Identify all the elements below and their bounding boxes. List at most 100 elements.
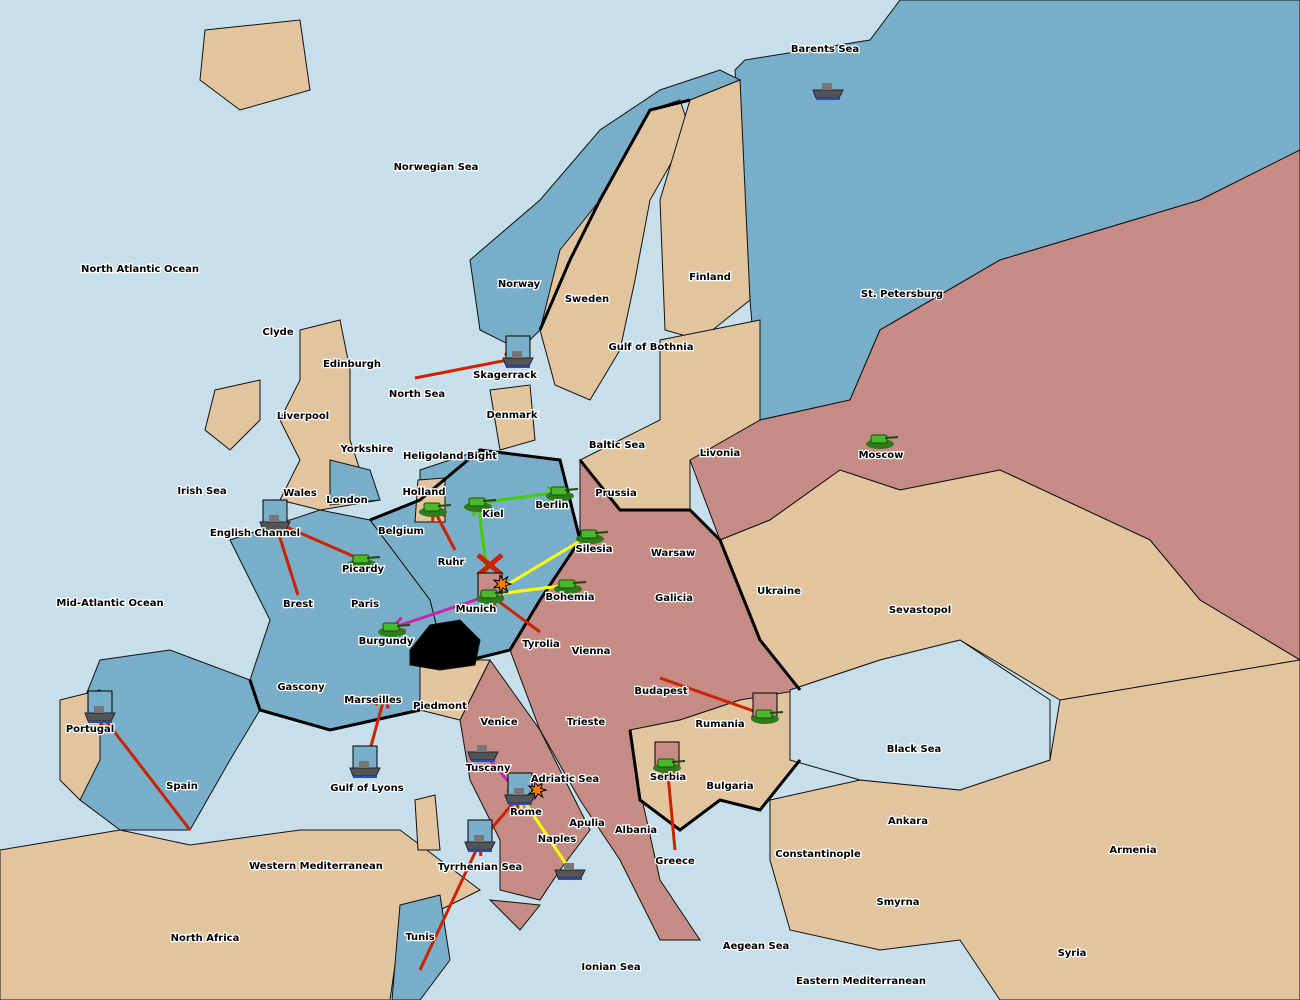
fleet-unit[interactable] (504, 772, 536, 805)
province-label[interactable]: Tuscany (464, 762, 512, 776)
province-label[interactable]: Eastern Mediterranean (795, 975, 927, 989)
fleet-unit[interactable] (84, 690, 116, 723)
province-label[interactable]: Budapest (633, 685, 689, 699)
province-label[interactable]: English Channel (209, 527, 302, 541)
province-label[interactable]: Aegean Sea (721, 940, 790, 954)
province-label[interactable]: Bulgaria (705, 780, 755, 794)
army-unit[interactable] (653, 741, 686, 773)
province-label[interactable]: Moscow (857, 449, 904, 463)
province-label[interactable]: Tyrolia (521, 638, 561, 652)
fleet-unit[interactable] (259, 499, 291, 532)
province-label[interactable]: Munich (454, 603, 497, 617)
army-unit[interactable] (751, 692, 784, 724)
province-label[interactable]: Adriatic Sea (530, 773, 601, 787)
province-label[interactable]: London (325, 494, 369, 508)
province-label[interactable]: Norwegian Sea (392, 161, 479, 175)
province-label[interactable]: Constantinople (774, 848, 862, 862)
army-unit[interactable] (464, 497, 497, 512)
britain-region[interactable] (279, 319, 381, 511)
north-africa-region[interactable] (0, 829, 481, 1000)
fleet-unit[interactable] (349, 745, 381, 778)
province-label[interactable]: Ruhr (436, 556, 465, 570)
province-label[interactable]: Edinburgh (322, 358, 383, 372)
fleet-unit[interactable] (464, 819, 496, 852)
province-label[interactable]: Skagerrack (472, 369, 539, 383)
province-label[interactable]: Black Sea (885, 743, 942, 757)
province-label[interactable]: St. Petersburg (860, 288, 945, 302)
province-label[interactable]: Silesia (574, 543, 613, 557)
province-label[interactable]: North Africa (169, 932, 240, 946)
province-label[interactable]: Denmark (485, 409, 539, 423)
fleet-unit[interactable] (502, 335, 534, 368)
province-label[interactable]: Portugal (65, 723, 116, 737)
province-label[interactable]: Vienna (570, 645, 611, 659)
province-label[interactable]: Kiel (481, 508, 505, 522)
province-label[interactable]: Finland (688, 271, 732, 285)
province-label[interactable]: Berlin (534, 499, 570, 513)
province-label[interactable]: Heligoland Bight (402, 450, 499, 464)
province-label[interactable]: Burgundy (357, 635, 415, 649)
province-label[interactable]: Tyrrhenian Sea (436, 861, 523, 875)
army-unit[interactable] (554, 579, 587, 594)
province-label[interactable]: Warsaw (650, 547, 697, 561)
province-label[interactable]: Baltic Sea (588, 439, 647, 453)
tunis-region[interactable] (391, 894, 451, 1000)
province-label[interactable]: Armenia (1108, 844, 1158, 858)
province-label[interactable]: Gulf of Lyons (329, 782, 405, 796)
province-label[interactable]: Venice (479, 716, 519, 730)
province-label[interactable]: Paris (350, 598, 381, 612)
denmark-region[interactable] (489, 384, 536, 451)
province-label[interactable]: Wales (282, 487, 318, 501)
province-label[interactable]: Western Mediterranean (248, 860, 384, 874)
province-label[interactable]: Smyrna (875, 896, 920, 910)
province-label[interactable]: Tunis (404, 931, 436, 945)
province-label[interactable]: Greece (654, 855, 696, 869)
province-label[interactable]: Irish Sea (176, 485, 228, 499)
army-unit[interactable] (866, 434, 899, 449)
army-unit[interactable] (576, 529, 609, 544)
province-label[interactable]: Gulf of Bothnia (607, 341, 694, 355)
province-label[interactable]: Spain (165, 780, 199, 794)
province-label[interactable]: Ankara (887, 815, 929, 829)
province-label[interactable]: Rome (509, 806, 543, 820)
province-label[interactable]: Yorkshire (338, 443, 395, 457)
province-label[interactable]: Bohemia (544, 591, 596, 605)
province-label[interactable]: Picardy (341, 563, 386, 577)
province-label[interactable]: Norway (497, 278, 542, 292)
province-label[interactable]: Gascony (276, 681, 326, 695)
fleet-unit[interactable] (554, 863, 586, 880)
army-unit[interactable] (378, 622, 411, 637)
province-label[interactable]: Livonia (699, 447, 742, 461)
province-label[interactable]: Barents Sea (790, 43, 861, 57)
army-unit[interactable] (546, 486, 579, 501)
province-label[interactable]: Marseilles (343, 694, 403, 708)
london-region[interactable] (329, 459, 381, 506)
province-label[interactable]: Apulia (568, 817, 606, 831)
province-label[interactable]: Brest (282, 598, 315, 612)
province-label[interactable]: Serbia (649, 771, 688, 785)
province-label[interactable]: Ionian Sea (580, 961, 642, 975)
province-label[interactable]: Ukraine (756, 585, 802, 599)
province-label[interactable]: Galicia (654, 592, 694, 606)
province-label[interactable]: North Sea (388, 388, 447, 402)
army-unit[interactable] (419, 502, 452, 517)
fleet-unit[interactable] (812, 83, 844, 100)
province-label[interactable]: Liverpool (276, 410, 331, 424)
province-label[interactable]: Naples (537, 833, 578, 847)
france-region[interactable] (229, 509, 441, 731)
province-label[interactable]: Mid-Atlantic Ocean (55, 597, 165, 611)
province-label[interactable]: Holland (401, 486, 447, 500)
army-unit[interactable] (348, 554, 381, 569)
province-label[interactable]: North Atlantic Ocean (80, 263, 201, 277)
province-label[interactable]: Rumania (694, 718, 746, 732)
province-label[interactable]: Sweden (564, 293, 611, 307)
fleet-unit[interactable] (467, 745, 499, 762)
province-label[interactable]: Prussia (594, 487, 638, 501)
province-label[interactable]: Sevastopol (888, 604, 953, 618)
province-label[interactable]: Belgium (377, 525, 425, 539)
province-label[interactable]: Clyde (261, 326, 295, 340)
province-label[interactable]: Piedmont (412, 700, 469, 714)
province-label[interactable]: Trieste (566, 716, 607, 730)
province-label[interactable]: Syria (1056, 947, 1087, 961)
